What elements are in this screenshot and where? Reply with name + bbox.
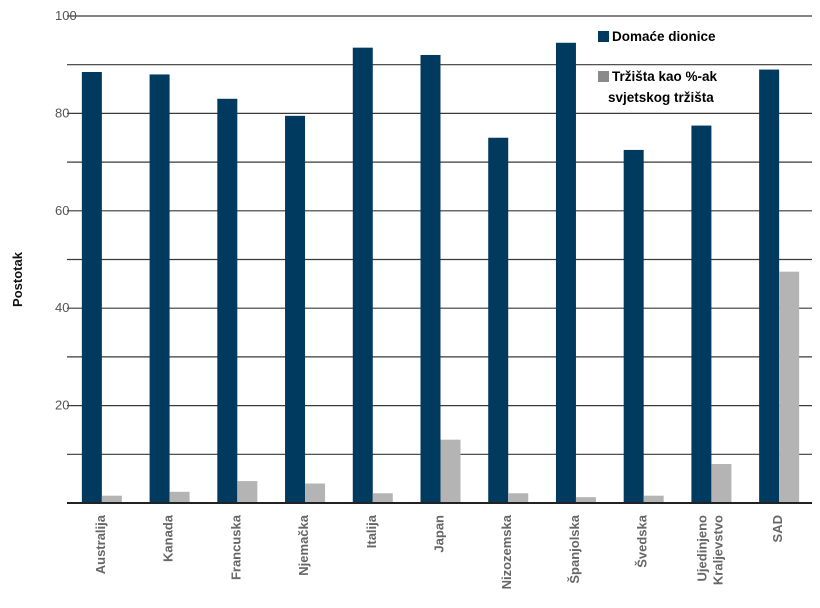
legend: Domaće dionice Tržišta kao %-ak svjetskog … bbox=[598, 29, 718, 105]
legend-swatch-world-share bbox=[598, 71, 609, 82]
x-tick-label: Japan bbox=[432, 515, 447, 553]
legend-swatch-domestic bbox=[598, 31, 609, 42]
bar-domestic-5 bbox=[420, 54, 441, 504]
bar-world-share-3 bbox=[305, 483, 326, 503]
x-tick-label: Francuska bbox=[228, 514, 243, 580]
bar-world-share-6 bbox=[508, 493, 529, 503]
y-tick-label: 100 bbox=[55, 8, 77, 23]
x-tick-label: Nizozemska bbox=[499, 514, 514, 589]
bar-world-share-1 bbox=[169, 491, 190, 503]
x-tick-label: UjedinjenoKraljevstvo bbox=[694, 515, 725, 585]
x-tick-label: Španjolska bbox=[567, 514, 582, 583]
x-tick-label: Njemačka bbox=[296, 514, 311, 575]
bar-domestic-9 bbox=[691, 125, 712, 503]
axes: 20 40 60 80 100 Postotak Australija Kanada Franc… bbox=[10, 8, 812, 589]
x-tick-label: Italija bbox=[364, 514, 379, 548]
legend-label-world-share: Tržišta kao %-ak svjetskog tržišta bbox=[608, 69, 718, 105]
bar-world-share-7 bbox=[575, 497, 596, 503]
bar-domestic-10 bbox=[759, 69, 780, 503]
bar-domestic-2 bbox=[217, 98, 238, 503]
x-tick-label: Kanada bbox=[161, 514, 176, 562]
bar-world-share-0 bbox=[101, 495, 122, 503]
legend-label-domestic: Domaće dionice bbox=[612, 29, 716, 44]
bar-domestic-7 bbox=[555, 42, 576, 503]
bar-world-share-9 bbox=[711, 464, 732, 503]
y-tick-label: 60 bbox=[55, 203, 69, 218]
bar-world-share-2 bbox=[237, 481, 258, 503]
y-tick-label: 80 bbox=[55, 105, 69, 120]
bar-domestic-8 bbox=[623, 149, 644, 504]
bar-world-share-10 bbox=[779, 271, 800, 503]
bar-domestic-1 bbox=[149, 74, 170, 503]
bar-world-share-8 bbox=[643, 495, 664, 503]
y-axis-label: Postotak bbox=[10, 251, 25, 307]
x-tick-label: SAD bbox=[770, 515, 785, 542]
bar-world-share-5 bbox=[440, 439, 461, 503]
x-tick-label: Australija bbox=[93, 514, 108, 574]
bar-world-share-4 bbox=[372, 493, 393, 503]
y-tick-label: 40 bbox=[55, 300, 69, 315]
bar-domestic-6 bbox=[488, 137, 509, 503]
y-tick-label: 20 bbox=[55, 398, 69, 413]
bar-domestic-0 bbox=[81, 72, 102, 503]
bars bbox=[81, 42, 800, 504]
bar-domestic-4 bbox=[352, 47, 373, 503]
x-tick-label: Švedska bbox=[635, 514, 650, 568]
bar-domestic-3 bbox=[285, 115, 306, 504]
